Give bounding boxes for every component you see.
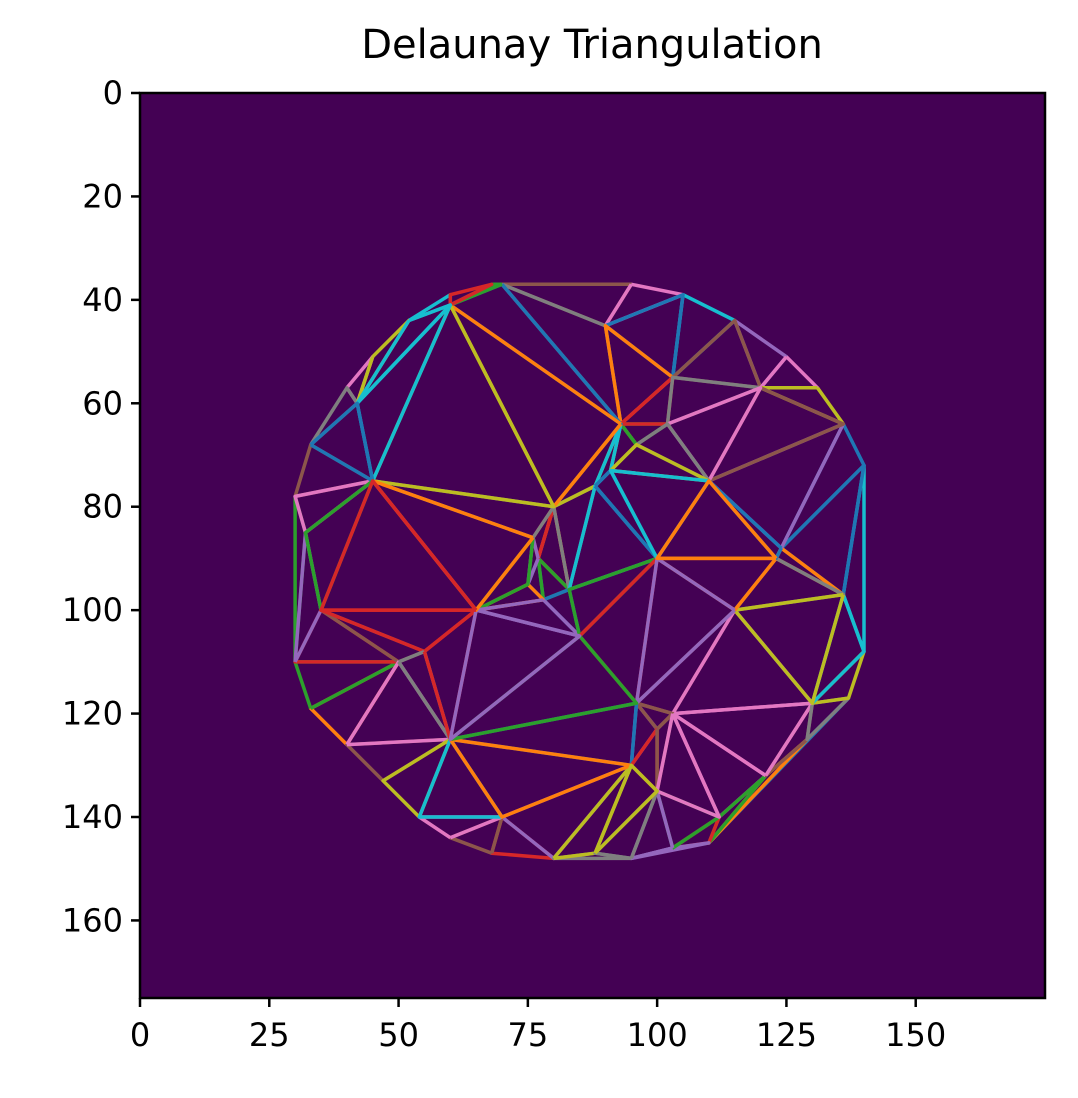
x-tick-label: 100: [627, 1016, 688, 1054]
triangle-edge: [593, 763, 659, 855]
y-tick-label: 0: [103, 74, 123, 112]
triangle-edge: [448, 282, 494, 307]
x-tick-label: 150: [885, 1016, 946, 1054]
y-tick-label: 60: [82, 384, 123, 422]
y-tick-label: 120: [62, 695, 123, 733]
triangle-edge: [309, 401, 375, 483]
triangulation-lines: [293, 282, 866, 861]
y-tick-label: 140: [62, 798, 123, 836]
plot-frame: [138, 91, 1047, 1000]
triangle-edge: [448, 608, 582, 742]
triangle-edge: [448, 737, 632, 819]
image-background: [140, 93, 1045, 998]
x-tick-label: 0: [130, 1016, 150, 1054]
x-tick-label: 75: [507, 1016, 548, 1054]
y-tick-label: 20: [82, 177, 123, 215]
chart-title: Delaunay Triangulation: [361, 22, 823, 68]
y-tick-label: 80: [82, 488, 123, 526]
y-tick-label: 160: [62, 901, 123, 939]
y-tick-label: 40: [82, 281, 123, 319]
triangle-edge: [655, 479, 778, 561]
x-tick-label: 50: [378, 1016, 419, 1054]
x-tick-label: 25: [249, 1016, 290, 1054]
triangle-edge: [319, 479, 478, 612]
y-tick-label: 100: [62, 591, 123, 629]
x-tick-label: 125: [756, 1016, 817, 1054]
x-axis: 0 25 50 75 100 125 150: [130, 998, 946, 1054]
triangle-edge: [655, 712, 721, 819]
triangle-edge: [732, 592, 845, 705]
y-axis: 0 20 40 60 80 100 120 140 160: [62, 74, 140, 939]
triangle-edge: [634, 556, 736, 705]
